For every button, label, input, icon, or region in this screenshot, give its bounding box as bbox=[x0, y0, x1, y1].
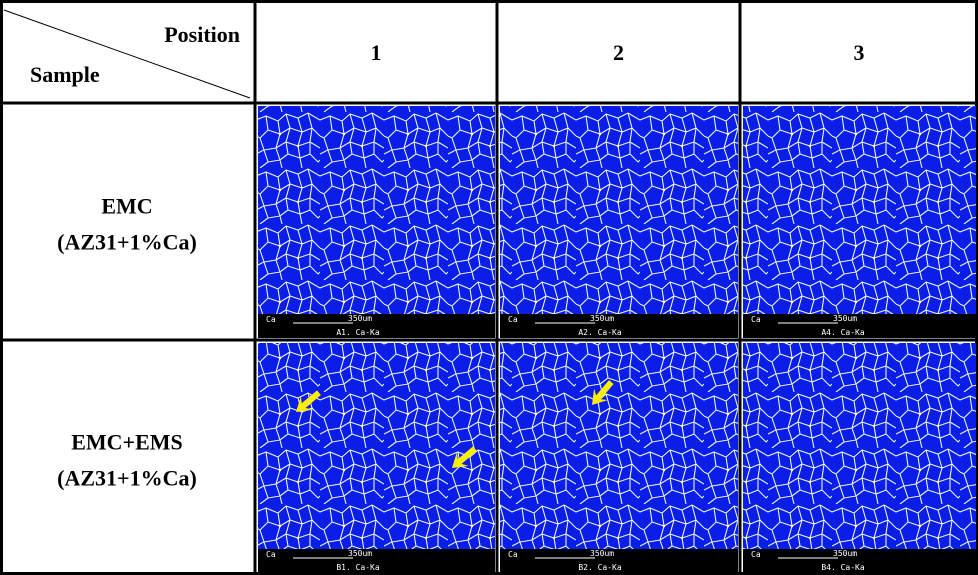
micrograph-scale: 350um bbox=[590, 314, 614, 323]
micrograph-caption: B1. Ca-Ka bbox=[336, 563, 380, 572]
row-label: EMC+EMS bbox=[71, 430, 183, 455]
row-label: EMC bbox=[101, 194, 152, 219]
micrograph-scale: 350um bbox=[348, 314, 372, 323]
micrograph-element: Ca bbox=[508, 550, 518, 559]
micrograph-image bbox=[258, 106, 495, 314]
column-header: 3 bbox=[854, 40, 865, 65]
figure-table: Position Sample 1 2 3 EMC (AZ31+1%Ca) Ca 350um… bbox=[0, 0, 978, 575]
micrograph-image bbox=[258, 343, 495, 549]
column-header: 1 bbox=[371, 40, 382, 65]
micrograph-scale: 350um bbox=[348, 549, 372, 558]
micrograph-element: Ca bbox=[751, 315, 761, 324]
micrograph-caption: A4. Ca-Ka bbox=[821, 328, 865, 337]
micrograph-element: Ca bbox=[266, 315, 276, 324]
micrograph-caption: A2. Ca-Ka bbox=[578, 328, 622, 337]
micrograph-scale: 350um bbox=[590, 549, 614, 558]
micrograph-image bbox=[743, 106, 976, 314]
micrograph-element: Ca bbox=[266, 550, 276, 559]
row-label: (AZ31+1%Ca) bbox=[57, 466, 197, 491]
micrograph-caption: B2. Ca-Ka bbox=[578, 563, 622, 572]
micrograph-image bbox=[500, 106, 738, 314]
micrograph: Ca 350um B4. Ca-Ka bbox=[743, 343, 976, 573]
micrograph: Ca 350um A1. Ca-Ka bbox=[258, 106, 495, 338]
corner-row-header: Sample bbox=[30, 62, 100, 87]
micrograph-image bbox=[500, 343, 738, 549]
micrograph-element: Ca bbox=[751, 550, 761, 559]
column-header: 2 bbox=[613, 40, 624, 65]
micrograph-image bbox=[743, 343, 976, 549]
micrograph-scale: 350um bbox=[833, 549, 857, 558]
micrograph-caption: B4. Ca-Ka bbox=[821, 563, 865, 572]
micrograph-caption: A1. Ca-Ka bbox=[336, 328, 380, 337]
micrograph: Ca 350um B2. Ca-Ka bbox=[500, 343, 738, 573]
row-label: (AZ31+1%Ca) bbox=[57, 230, 197, 255]
micrograph: Ca 350um A2. Ca-Ka bbox=[500, 106, 738, 338]
micrograph-element: Ca bbox=[508, 315, 518, 324]
corner-column-header: Position bbox=[164, 22, 240, 47]
micrograph-scale: 350um bbox=[833, 314, 857, 323]
micrograph: Ca 350um A4. Ca-Ka bbox=[743, 106, 976, 338]
